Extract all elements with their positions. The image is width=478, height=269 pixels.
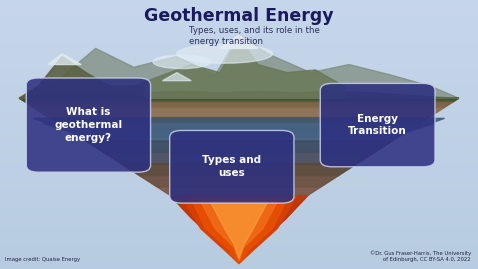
Polygon shape xyxy=(163,73,191,81)
FancyBboxPatch shape xyxy=(170,130,294,203)
Polygon shape xyxy=(191,199,287,264)
Polygon shape xyxy=(19,56,143,98)
Text: Types and
uses: Types and uses xyxy=(202,155,261,178)
FancyBboxPatch shape xyxy=(320,83,435,167)
Polygon shape xyxy=(170,195,308,258)
Polygon shape xyxy=(19,90,459,98)
Polygon shape xyxy=(103,153,375,164)
Polygon shape xyxy=(201,202,277,261)
Polygon shape xyxy=(220,35,258,48)
Polygon shape xyxy=(33,118,445,137)
Text: Types, uses, and its role in the
energy transition: Types, uses, and its role in the energy … xyxy=(189,26,320,46)
Text: What is
geothermal
energy?: What is geothermal energy? xyxy=(54,107,122,143)
Polygon shape xyxy=(210,202,268,258)
Polygon shape xyxy=(158,187,320,195)
Polygon shape xyxy=(134,38,344,98)
Text: Energy
Transition: Energy Transition xyxy=(348,114,407,136)
Polygon shape xyxy=(19,98,459,102)
Polygon shape xyxy=(25,102,453,108)
Polygon shape xyxy=(182,196,296,264)
Polygon shape xyxy=(43,124,435,140)
Ellipse shape xyxy=(153,55,210,69)
Polygon shape xyxy=(48,54,81,65)
Ellipse shape xyxy=(177,44,272,63)
Text: ©Dr. Gus Fraser-Harris, The University
of Edinburgh, CC BY-SA 4.0, 2022: ©Dr. Gus Fraser-Harris, The University o… xyxy=(369,250,471,262)
Polygon shape xyxy=(140,176,338,187)
Text: Geothermal Energy: Geothermal Energy xyxy=(144,7,334,25)
Polygon shape xyxy=(49,118,429,129)
Polygon shape xyxy=(86,141,392,153)
Text: Image credit: Quaise Energy: Image credit: Quaise Energy xyxy=(5,257,80,262)
Polygon shape xyxy=(67,129,411,141)
Polygon shape xyxy=(34,108,444,118)
FancyBboxPatch shape xyxy=(26,78,151,172)
Polygon shape xyxy=(19,35,459,98)
Polygon shape xyxy=(121,164,357,176)
